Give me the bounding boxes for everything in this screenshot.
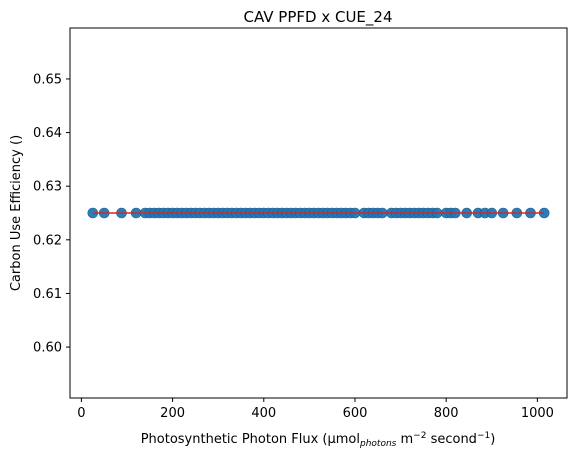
- y-axis-ticks: 0.60 0.61 0.62 0.63 0.64 0.65: [33, 72, 70, 356]
- plot-frame: [69, 27, 568, 399]
- y-tick-label: 0.64: [33, 126, 62, 141]
- x-axis-ticks: 0 200 400 600 800 1000: [77, 398, 554, 421]
- x-tick-label: 200: [160, 406, 185, 421]
- y-axis-label: Carbon Use Efficiency (): [9, 135, 24, 291]
- x-tick-label: 800: [434, 406, 459, 421]
- x-axis-label-mid2: second: [426, 432, 477, 447]
- x-tick-label: 1000: [521, 406, 554, 421]
- x-axis-label: Photosynthetic Photon Flux (µmolphotons …: [141, 431, 496, 449]
- x-tick-label: 400: [251, 406, 276, 421]
- x-axis-label-sub: photons: [359, 439, 397, 449]
- y-tick-label: 0.62: [33, 233, 62, 248]
- x-axis-label-sup1: −2: [413, 431, 426, 441]
- x-axis-label-mid1: m: [396, 432, 413, 447]
- x-axis-label-sup2: −1: [477, 431, 490, 441]
- x-tick-label: 600: [343, 406, 368, 421]
- y-tick-label: 0.61: [33, 287, 62, 302]
- x-axis-label-suffix: ): [490, 432, 495, 447]
- x-tick-label: 0: [77, 406, 85, 421]
- chart-title: CAV PPFD x CUE_24: [243, 8, 392, 27]
- y-tick-label: 0.65: [33, 72, 62, 87]
- y-tick-label: 0.63: [33, 180, 62, 195]
- plot-area: [87, 207, 550, 219]
- y-tick-label: 0.60: [33, 341, 62, 356]
- x-axis-label-prefix: Photosynthetic Photon Flux (µmol: [141, 432, 360, 447]
